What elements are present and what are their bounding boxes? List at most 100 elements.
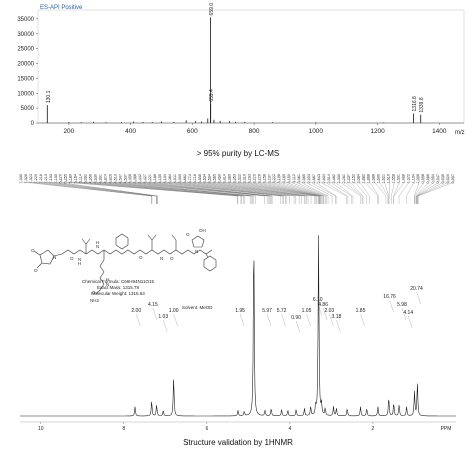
nmr-x-axis-label: PPM [441, 426, 452, 432]
atom-nh2: NH2 [90, 298, 99, 303]
nmr-shift-label: 4.104 [163, 174, 167, 184]
nmr-shift-label: 4.186 [153, 174, 157, 184]
nmr-shift-label: 4.930 [93, 174, 97, 184]
atom-o: O [31, 248, 35, 253]
nmr-shift-label: 1.882 [362, 174, 366, 184]
nmr-shift-label: 3.222 [272, 174, 276, 184]
nmr-shift-label: 0.998 [421, 174, 425, 184]
nmr-shift-label: 7.326 [24, 174, 28, 184]
nmr-shift-connector [285, 176, 325, 204]
ms-x-tick-label: 1000 [309, 128, 324, 135]
nmr-integral-label: 5.97 [262, 308, 272, 314]
formula-line: Chemical Formula: C66H94N11O15 [82, 279, 154, 284]
nmr-integral-label: 4.15 [148, 302, 158, 308]
nmr-integral-label: 2.00 [131, 308, 141, 314]
nmr-integral-label: 6.10 [313, 297, 323, 303]
ms-x-tick-label: 600 [187, 128, 198, 135]
nmr-x-tick-label: 4 [289, 426, 292, 432]
nmr-shift-connector [71, 176, 242, 204]
nmr-shift-label: 3.198 [277, 174, 281, 184]
structure-atom-labels: O O N O N H N H O N O N O OH N H O NH2 [31, 228, 206, 303]
nmr-shift-label: 4.427 [143, 174, 147, 184]
nmr-integral-label: 5.98 [397, 302, 407, 308]
ms-plot-frame [37, 9, 465, 124]
nmr-shift-label: 0.935 [441, 174, 445, 184]
nmr-shift-label: 2.643 [317, 174, 321, 184]
nmr-shift-connector [210, 176, 307, 204]
nmr-integral-line [239, 313, 245, 327]
atom-o: O [70, 256, 74, 261]
nmr-shift-connector [416, 176, 435, 204]
nmr-shift-connector [165, 176, 286, 204]
nmr-shift-label: 7.220 [34, 174, 38, 184]
nmr-shift-connector [185, 176, 296, 204]
ms-peak-label: 1339.8 [419, 97, 425, 113]
atom-n: N [53, 255, 56, 260]
nmr-integral-label: 1.03 [158, 314, 168, 320]
nmr-shift-connector [56, 176, 158, 204]
nmr-shift-label: 2.604 [322, 174, 326, 184]
nmr-shift-label: 0.966 [426, 174, 430, 184]
nmr-shift-label: 0.907 [451, 174, 455, 184]
ms-title: ES-API Positive [40, 5, 83, 11]
nmr-shift-label: 1.610 [386, 174, 390, 184]
nmr-shift-label: 7.190 [54, 174, 58, 184]
nmr-shift-connector [86, 176, 245, 204]
nmr-shift-label: 5.114 [79, 174, 83, 183]
mass-spectrum-chart: ES-API Positive 0 5000 10000 15000 20000 2500… [17, 3, 465, 136]
nmr-integral-line [266, 313, 272, 327]
nmr-shift-connector [195, 176, 302, 204]
nmr-shift-connector [398, 176, 410, 204]
nmr-shift-label: 3.112 [292, 174, 296, 183]
nmr-shift-connector [146, 176, 273, 204]
nmr-shift-connector [121, 176, 268, 204]
nmr-integral-line [136, 313, 141, 327]
ms-x-tick-label: 1200 [370, 128, 385, 135]
nmr-shift-label: 3.293 [247, 174, 251, 184]
nmr-shift-connector [235, 176, 317, 204]
nmr-shift-label: 3.716 [193, 174, 197, 184]
nmr-shift-label: 7.323 [29, 174, 33, 184]
ms-x-tick-label: 800 [249, 128, 260, 135]
nmr-shift-connector [393, 176, 405, 204]
nmr-shift-connector [116, 176, 265, 204]
nmr-shift-connector [101, 176, 253, 204]
nmr-shift-connector [170, 176, 287, 204]
nmr-shift-label: 3.862 [183, 174, 187, 184]
nmr-shift-label: 5.270 [59, 174, 63, 184]
nmr-shift-label: 3.594 [208, 174, 212, 184]
atom-h: H [106, 277, 109, 282]
nmr-shift-label: 5.164 [74, 174, 78, 184]
nmr-x-tick-label: 2 [372, 426, 375, 432]
atom-oh: OH [199, 228, 206, 233]
ms-y-tick-label: 30000 [17, 32, 34, 38]
nmr-shift-label: 0.954 [431, 174, 435, 184]
atom-h: H [96, 240, 99, 245]
nmr-shift-connector [334, 176, 354, 204]
nmr-shift-connector [275, 176, 323, 204]
nmr-integral-label: 5.72 [277, 308, 287, 314]
atom-n: N [96, 244, 99, 249]
nmr-shift-connector [364, 176, 378, 204]
nmr-shift-connector [91, 176, 251, 204]
nmr-shift-label: 0.920 [446, 174, 450, 184]
nmr-shift-label: 4.547 [118, 174, 122, 184]
nmr-integral-label: 3.18 [332, 314, 342, 320]
nmr-shift-label: 1.688 [372, 174, 376, 184]
nmr-shift-connector [329, 176, 352, 204]
nmr-integral-line [295, 320, 301, 334]
nmr-shift-connector [76, 176, 242, 204]
nmr-shift-label: 1.501 [396, 174, 400, 184]
ms-peak-label: 659.4 [209, 89, 215, 102]
nmr-shift-label: 1.498 [401, 174, 405, 184]
nmr-integral-line [360, 313, 365, 327]
nmr-shift-label: 5.180 [69, 174, 73, 184]
nmr-shift-label: 4.829 [108, 174, 112, 184]
nmr-shift-label: 3.322 [237, 174, 241, 184]
nmr-shift-connector [136, 176, 271, 204]
nmr-shift-connector [36, 176, 157, 204]
nmr-shift-connector [131, 176, 270, 204]
nmr-shift-connector [369, 176, 379, 204]
nmr-shift-label: 3.279 [252, 174, 256, 184]
nmr-shift-connector [280, 176, 324, 204]
